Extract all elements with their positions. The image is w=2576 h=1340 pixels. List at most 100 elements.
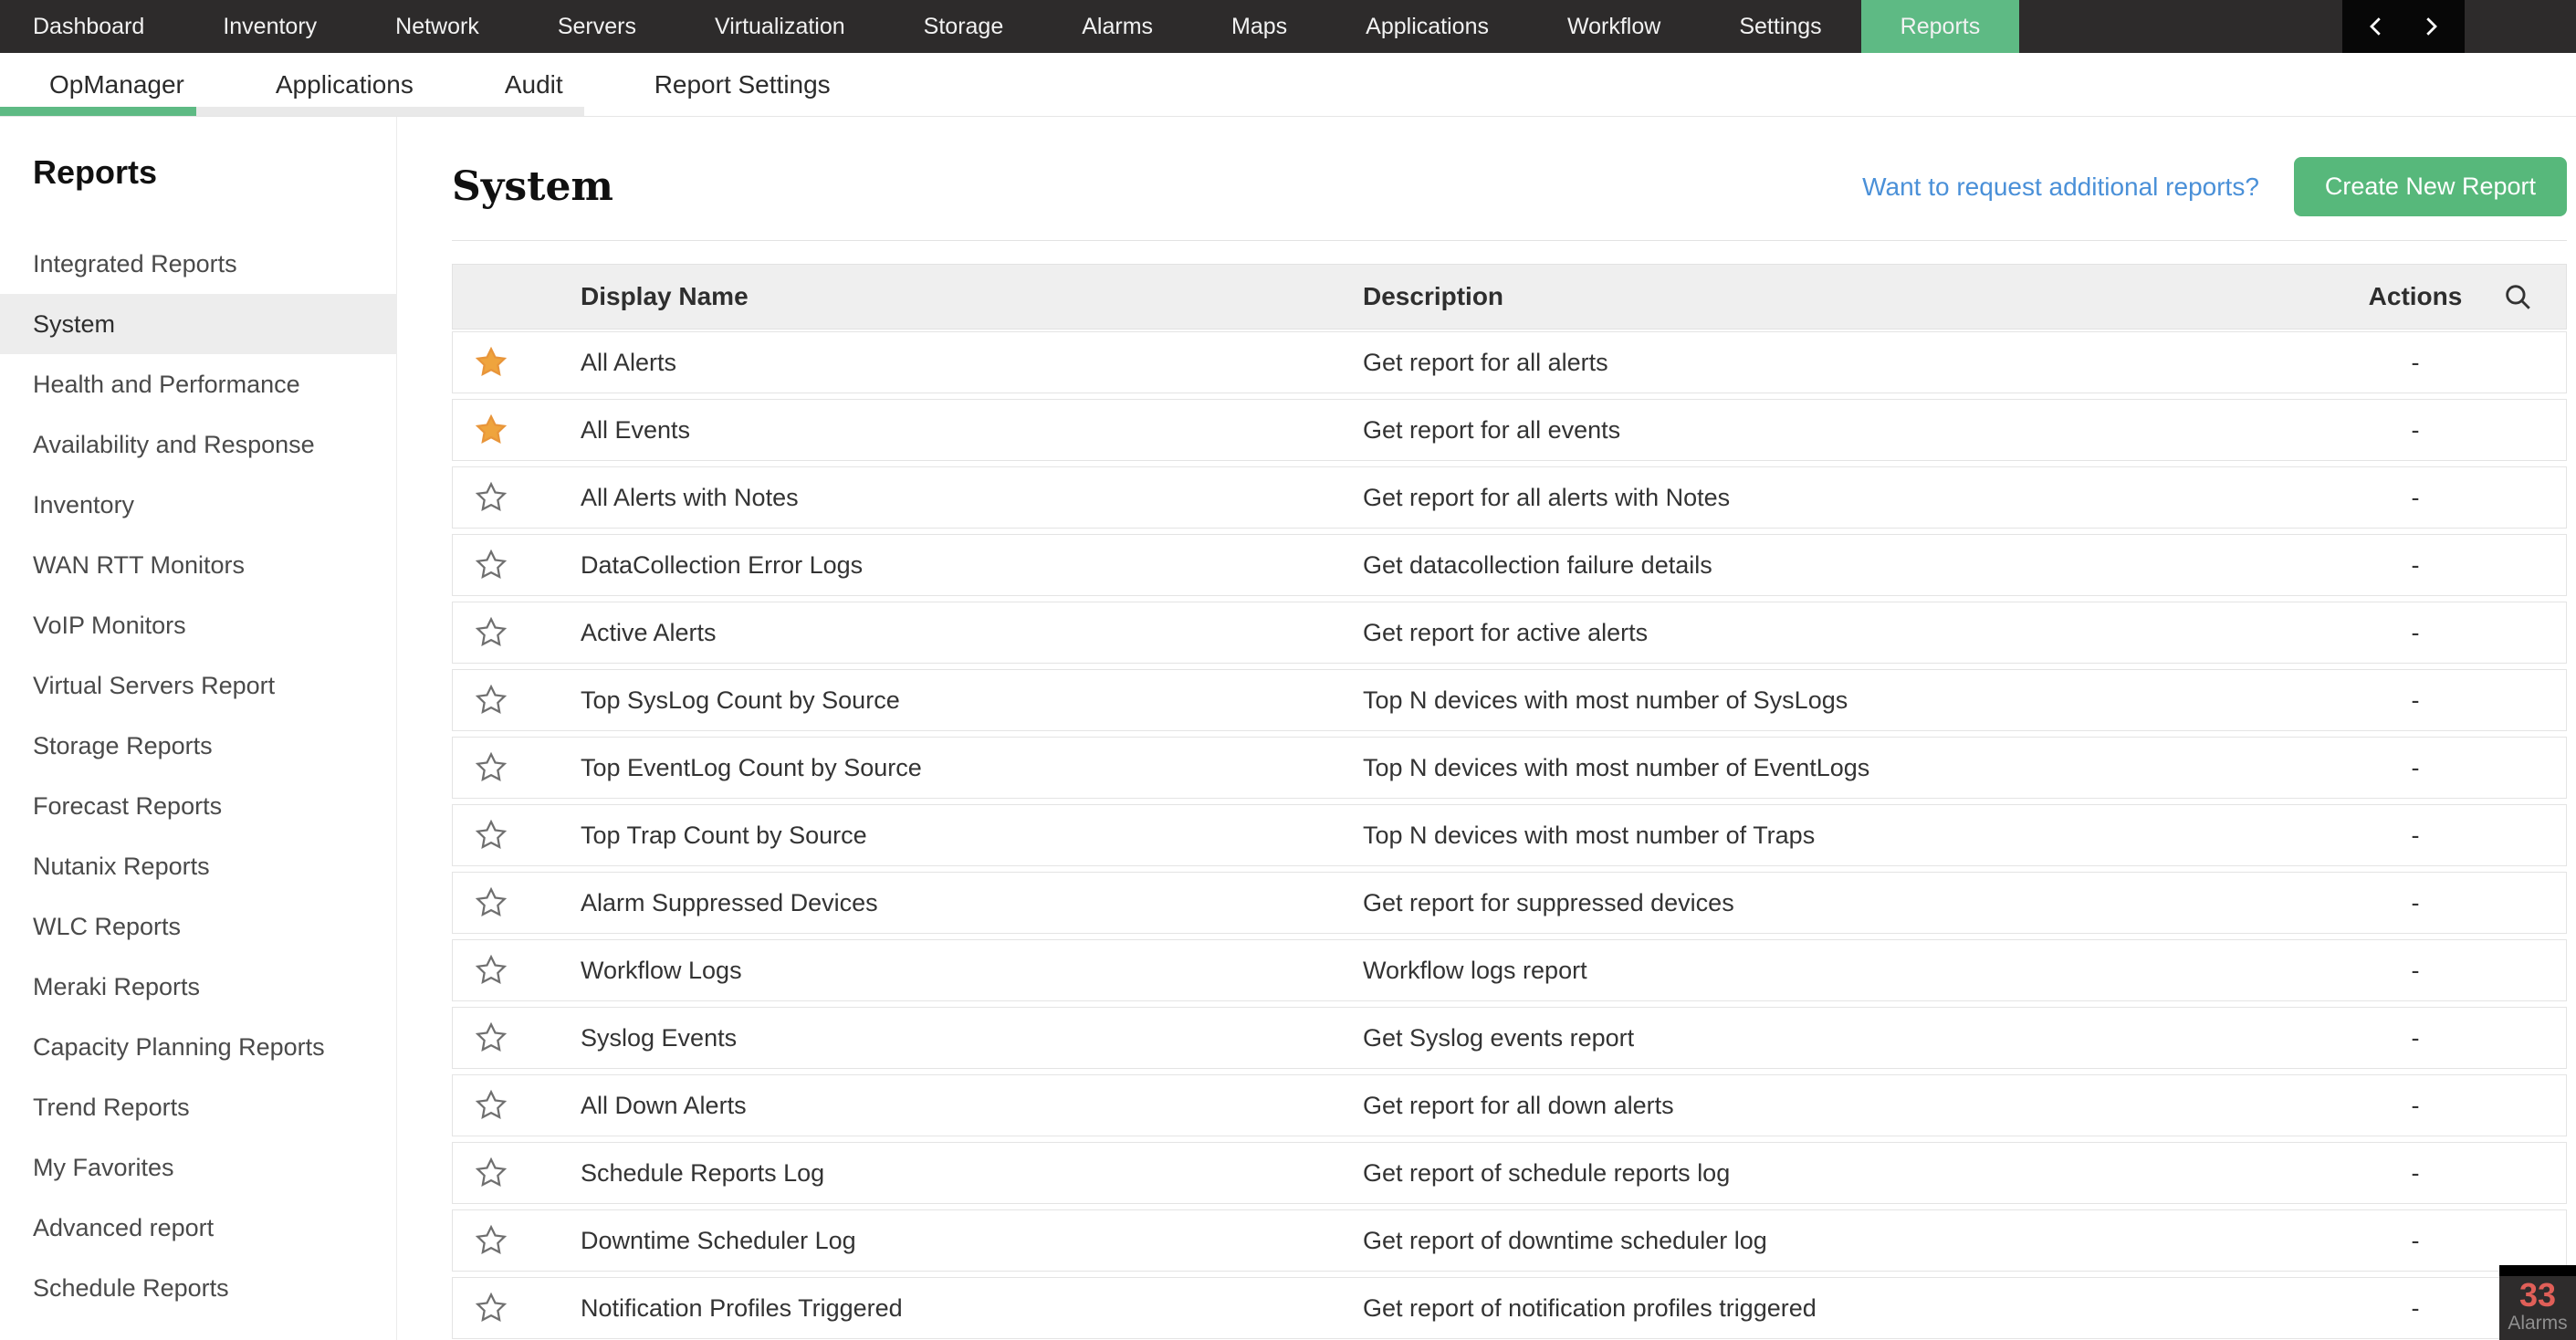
report-name[interactable]: All Alerts with Notes — [581, 483, 799, 511]
report-name[interactable]: Notification Profiles Triggered — [581, 1293, 903, 1322]
sidebar-item-nutanix-reports[interactable]: Nutanix Reports — [33, 852, 210, 880]
favorite-star-icon[interactable] — [453, 1021, 581, 1054]
chevron-left-icon[interactable] — [2362, 13, 2390, 40]
sidebar-item-wlc-reports[interactable]: WLC Reports — [33, 912, 182, 940]
table-row[interactable]: Top SysLog Count by Source Top N devices… — [452, 669, 2567, 731]
favorite-star-icon[interactable] — [453, 1292, 581, 1324]
sidebar-item-integrated-reports[interactable]: Integrated Reports — [33, 249, 237, 277]
table-row[interactable]: Syslog Events Get Syslog events report - — [452, 1007, 2567, 1069]
report-actions: - — [2411, 415, 2420, 444]
table-row[interactable]: Downtime Scheduler Log Get report of dow… — [452, 1209, 2567, 1272]
nav-item-maps[interactable]: Maps — [1231, 13, 1288, 39]
sidebar-item-schedule-reports[interactable]: Schedule Reports — [33, 1273, 229, 1302]
table-row[interactable]: All Alerts with Notes Get report for all… — [452, 466, 2567, 529]
report-name[interactable]: Top EventLog Count by Source — [581, 753, 922, 781]
report-description: Get report for all down alerts — [1363, 1091, 1674, 1119]
report-description: Get datacollection failure details — [1363, 550, 1712, 579]
favorite-star-icon[interactable] — [453, 819, 581, 852]
report-name[interactable]: Alarm Suppressed Devices — [581, 888, 878, 916]
nav-item-virtualization[interactable]: Virtualization — [714, 13, 845, 39]
report-description: Get report of downtime scheduler log — [1363, 1226, 1767, 1254]
chevron-right-icon[interactable] — [2417, 13, 2445, 40]
sidebar-item-health-and-performance[interactable]: Health and Performance — [33, 370, 300, 398]
report-name[interactable]: DataCollection Error Logs — [581, 550, 864, 579]
table-row[interactable]: Active Alerts Get report for active aler… — [452, 602, 2567, 664]
favorite-star-icon[interactable] — [453, 751, 581, 784]
favorite-star-icon[interactable] — [453, 481, 581, 514]
sidebar-item-availability-and-response[interactable]: Availability and Response — [33, 430, 315, 458]
sidebar-item-inventory[interactable]: Inventory — [33, 490, 135, 518]
tab-underline-shadow — [196, 107, 584, 116]
nav-item-reports[interactable]: Reports — [1860, 0, 2020, 53]
tab-applications[interactable]: Applications — [275, 69, 414, 99]
table-row[interactable]: All Events Get report for all events - — [452, 399, 2567, 461]
tab-report-settings[interactable]: Report Settings — [654, 69, 831, 99]
sidebar-item-meraki-reports[interactable]: Meraki Reports — [33, 972, 201, 1000]
sidebar-item-advanced-report[interactable]: Advanced report — [33, 1213, 215, 1241]
table-row[interactable]: All Down Alerts Get report for all down … — [452, 1074, 2567, 1136]
sidebar-item-storage-reports[interactable]: Storage Reports — [33, 731, 213, 759]
report-name[interactable]: Syslog Events — [581, 1023, 738, 1052]
sidebar-item-trend-reports[interactable]: Trend Reports — [33, 1093, 190, 1121]
request-additional-reports-link[interactable]: Want to request additional reports? — [1862, 172, 2259, 201]
sidebar-item-voip-monitors[interactable]: VoIP Monitors — [33, 611, 186, 639]
nav-item-alarms[interactable]: Alarms — [1082, 13, 1154, 39]
report-description: Get report for all alerts with Notes — [1363, 483, 1731, 511]
favorite-star-icon[interactable] — [453, 414, 581, 446]
report-name[interactable]: All Events — [581, 415, 691, 444]
table-row[interactable]: All Alerts Get report for all alerts - — [452, 331, 2567, 393]
report-name[interactable]: Top Trap Count by Source — [581, 821, 867, 849]
nav-item-inventory[interactable]: Inventory — [223, 13, 318, 39]
report-name[interactable]: All Alerts — [581, 348, 677, 376]
favorite-star-icon[interactable] — [453, 616, 581, 649]
favorite-star-icon[interactable] — [453, 684, 581, 717]
nav-item-workflow[interactable]: Workflow — [1566, 13, 1661, 39]
create-new-report-button[interactable]: Create New Report — [2293, 157, 2567, 216]
search-icon[interactable] — [2502, 281, 2533, 312]
table-row[interactable]: Notification Profiles Triggered Get repo… — [452, 1277, 2567, 1339]
report-actions: - — [2411, 821, 2420, 849]
alarms-widget[interactable]: 33 Alarms — [2499, 1265, 2576, 1340]
sidebar-item-forecast-reports[interactable]: Forecast Reports — [33, 791, 223, 820]
report-name[interactable]: All Down Alerts — [581, 1091, 747, 1119]
favorite-star-icon[interactable] — [453, 954, 581, 987]
table-row[interactable]: Top EventLog Count by Source Top N devic… — [452, 737, 2567, 799]
report-actions: - — [2411, 956, 2420, 984]
favorite-star-icon[interactable] — [453, 1224, 581, 1257]
favorite-star-icon[interactable] — [453, 549, 581, 581]
report-name[interactable]: Active Alerts — [581, 618, 717, 646]
tab-opmanager[interactable]: OpManager — [49, 69, 184, 99]
sidebar-item-capacity-planning-reports[interactable]: Capacity Planning Reports — [33, 1032, 325, 1061]
report-description: Get report of schedule reports log — [1363, 1158, 1731, 1187]
nav-item-storage[interactable]: Storage — [923, 13, 1004, 39]
nav-item-dashboard[interactable]: Dashboard — [33, 13, 145, 39]
report-name[interactable]: Workflow Logs — [581, 956, 742, 984]
favorite-star-icon[interactable] — [453, 1089, 581, 1122]
sidebar-item-my-favorites[interactable]: My Favorites — [33, 1153, 174, 1181]
table-row[interactable]: DataCollection Error Logs Get datacollec… — [452, 534, 2567, 596]
report-name[interactable]: Downtime Scheduler Log — [581, 1226, 856, 1254]
favorite-star-icon[interactable] — [453, 346, 581, 379]
table-row[interactable]: Schedule Reports Log Get report of sched… — [452, 1142, 2567, 1204]
favorite-star-icon[interactable] — [453, 886, 581, 919]
table-header: Display Name Description Actions — [452, 264, 2567, 330]
report-name[interactable]: Top SysLog Count by Source — [581, 686, 900, 714]
top-nav: Dashboard Inventory Network Servers Virt… — [0, 0, 2576, 53]
table-row[interactable]: Workflow Logs Workflow logs report - — [452, 939, 2567, 1001]
report-description: Get Syslog events report — [1363, 1023, 1635, 1052]
tab-audit[interactable]: Audit — [504, 69, 563, 99]
nav-item-servers[interactable]: Servers — [557, 13, 636, 39]
nav-item-settings[interactable]: Settings — [1739, 13, 1822, 39]
table-row[interactable]: Top Trap Count by Source Top N devices w… — [452, 804, 2567, 866]
sub-tab-bar: OpManager Applications Audit Report Sett… — [0, 53, 2576, 117]
sidebar-item-wan-rtt-monitors[interactable]: WAN RTT Monitors — [33, 550, 246, 579]
sidebar-item-virtual-servers-report[interactable]: Virtual Servers Report — [33, 671, 276, 699]
nav-item-applications[interactable]: Applications — [1366, 13, 1489, 39]
table-row[interactable]: Alarm Suppressed Devices Get report for … — [452, 872, 2567, 934]
description-column-header: Description — [1363, 282, 1504, 310]
favorite-star-icon[interactable] — [453, 1157, 581, 1189]
report-name[interactable]: Schedule Reports Log — [581, 1158, 825, 1187]
sidebar-item-system[interactable]: System — [0, 294, 396, 354]
nav-item-network[interactable]: Network — [395, 13, 479, 39]
reports-table: Display Name Description Actions All Ale… — [452, 264, 2567, 1339]
